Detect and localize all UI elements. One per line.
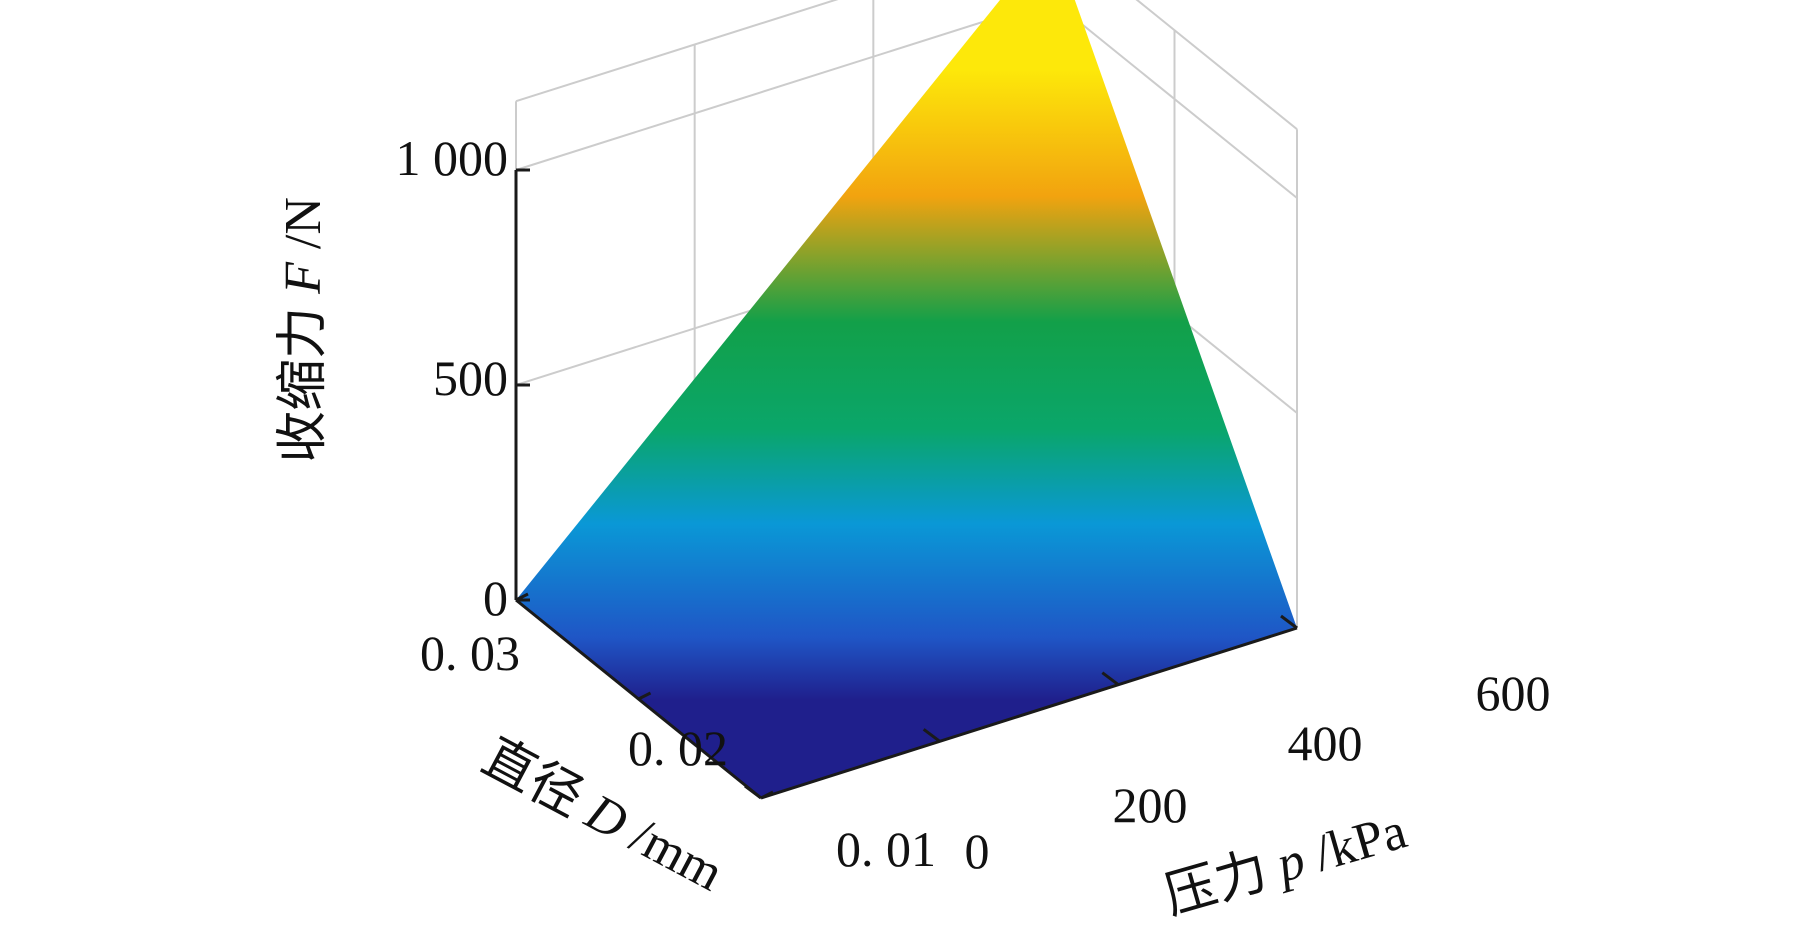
y-tick-label: 200 [1113, 777, 1188, 833]
x-tick-label: 0. 02 [628, 720, 728, 776]
x-tick-label: 0. 01 [836, 821, 936, 877]
z-axis-title-prefix: 收缩力 [275, 294, 332, 463]
x-axis-title-prefix: 直径 [473, 729, 603, 834]
x-axis-title-unit: /mm [610, 801, 732, 902]
z-axis-title-var: F [275, 261, 332, 295]
y-tick-labels: 0 200 400 600 [965, 665, 1551, 879]
x-tick [515, 592, 529, 602]
z-tick-label: 0 [483, 570, 508, 626]
y-tick-label: 400 [1288, 715, 1363, 771]
z-tick-labels: 1 000 500 0 [396, 130, 509, 626]
x-tick [637, 691, 652, 701]
y-axis-line [760, 626, 1298, 800]
axes [514, 168, 1298, 800]
x-tick-label: 0. 03 [420, 625, 520, 681]
grid-top-edge [515, 0, 839, 103]
y-axis-title-unit: /kPa [1296, 802, 1413, 886]
y-tick-label: 0 [965, 823, 990, 879]
y-tick-label: 600 [1476, 665, 1551, 721]
y-tick [744, 784, 762, 800]
grid-top-edge [1135, 0, 1298, 130]
z-axis-title: 收缩力 F /N [275, 197, 332, 463]
surface-plot [516, 0, 1297, 798]
y-tick [1101, 671, 1120, 686]
z-axis-title-unit: /N [275, 197, 332, 262]
y-tick [1280, 614, 1298, 630]
grid-line-z [515, 0, 1053, 171]
y-axis-title: 压力 p /kPa [1158, 802, 1413, 925]
y-tick [922, 728, 941, 743]
z-tick-label: 1 000 [396, 130, 509, 186]
x-tick-labels: 0. 03 0. 02 0. 01 [420, 625, 936, 877]
y-axis-title-prefix: 压力 [1158, 839, 1286, 926]
z-tick-label: 500 [433, 350, 508, 406]
